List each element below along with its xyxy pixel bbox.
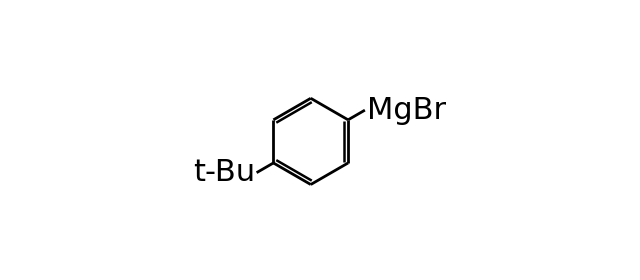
Text: t-Bu: t-Bu [193,158,255,187]
Text: MgBr: MgBr [367,96,445,125]
